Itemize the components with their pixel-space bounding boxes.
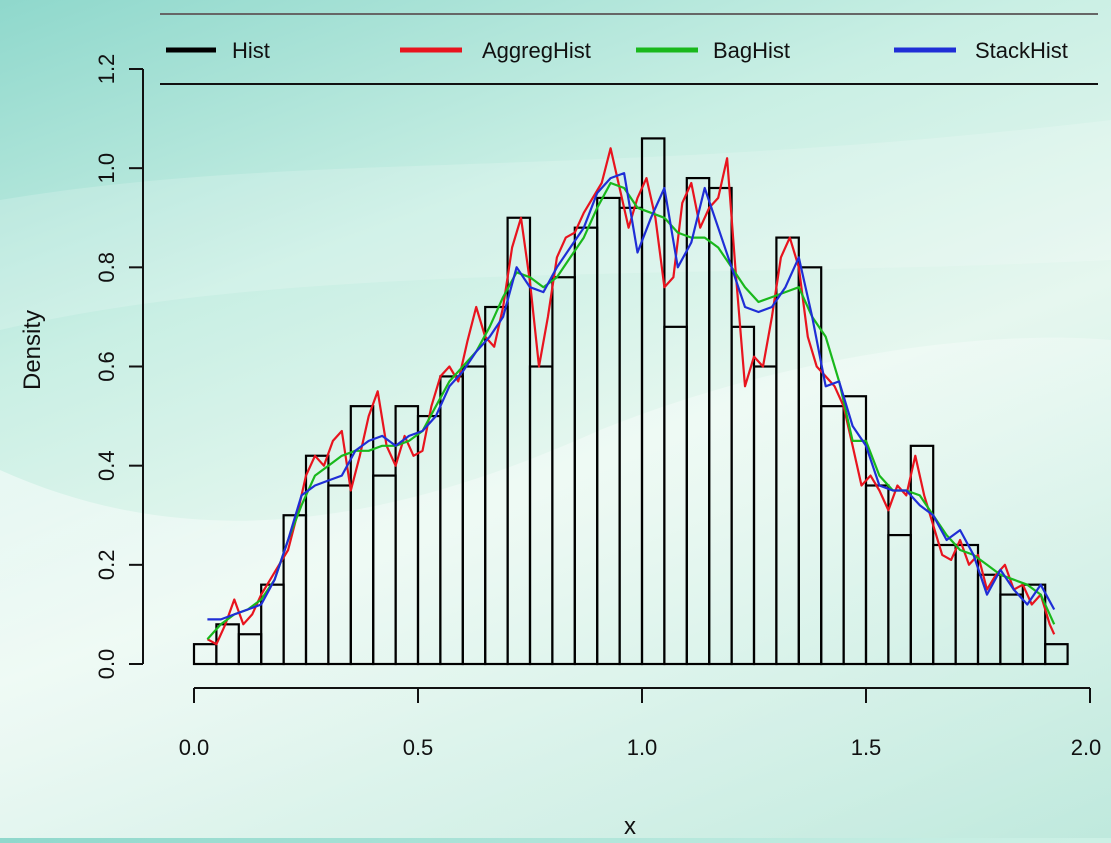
legend-item-baghist: BagHist (636, 38, 790, 63)
x-axis-ticks: 0.0 0.5 1.0 1.5 2.0 (179, 688, 1102, 760)
y-axis-ticks: 0.0 0.2 0.4 0.6 0.8 1.0 1.2 (94, 54, 143, 680)
legend-item-hist: Hist (166, 38, 270, 63)
histogram-layer (192, 137, 1069, 666)
series-line-baghist (206, 181, 1056, 640)
series-line-aggreghist (206, 147, 1056, 646)
background-swoosh (0, 120, 1111, 330)
x-tick-label: 1.5 (851, 735, 882, 760)
x-tick-label: 0.5 (403, 735, 434, 760)
x-tick-label: 2.0 (1071, 735, 1102, 760)
legend: Hist AggregHist BagHist StackHist (166, 38, 1068, 63)
background-swoosh (0, 337, 1111, 838)
y-tick-label: 0.0 (94, 649, 119, 680)
x-axis-label: x (624, 813, 636, 838)
legend-item-stackhist: StackHist (894, 38, 1068, 63)
legend-label-aggreghist: AggregHist (482, 38, 591, 63)
legend-item-aggreghist: AggregHist (400, 38, 591, 63)
y-tick-label: 0.8 (94, 252, 119, 283)
series-line-stackhist (207, 172, 1056, 621)
y-tick-label: 1.2 (94, 54, 119, 85)
legend-label-stackhist: StackHist (975, 38, 1068, 63)
y-tick-label: 0.2 (94, 550, 119, 581)
series-layer (206, 147, 1056, 646)
legend-label-baghist: BagHist (713, 38, 790, 63)
legend-label-hist: Hist (232, 38, 270, 63)
histogram-bar (1021, 583, 1047, 666)
y-tick-label: 0.4 (94, 450, 119, 481)
x-tick-label: 0.0 (179, 735, 210, 760)
y-axis-label: Density (19, 310, 46, 390)
x-tick-label: 1.0 (627, 735, 658, 760)
y-tick-label: 1.0 (94, 153, 119, 184)
histogram-bar (1044, 643, 1069, 666)
y-tick-label: 0.6 (94, 351, 119, 382)
